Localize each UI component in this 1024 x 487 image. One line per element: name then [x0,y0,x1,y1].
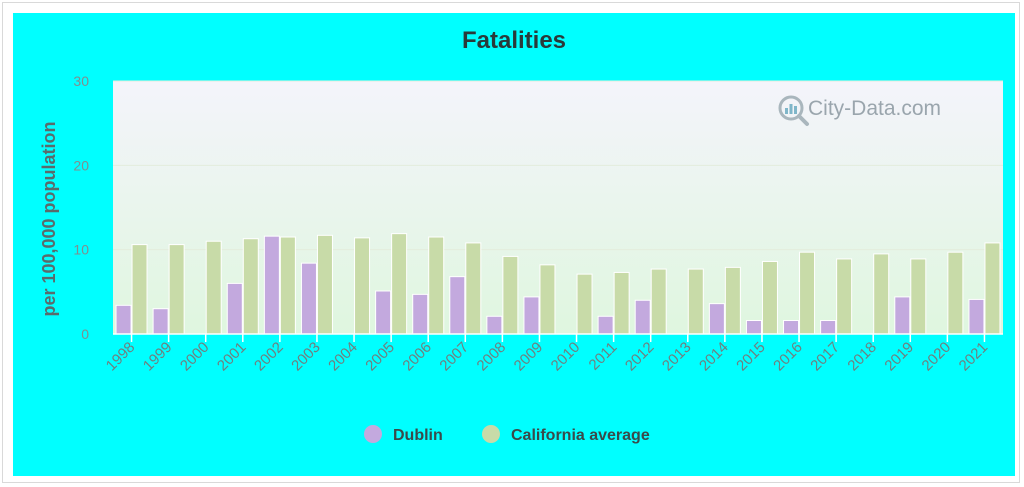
bar-dublin[interactable] [708,303,725,335]
x-tick-label: 2021 [956,339,992,375]
x-tick-label: 2004 [325,339,361,375]
plot-area [113,81,1003,334]
y-tick-label: 10 [73,242,89,258]
x-tick-label: 2014 [696,339,732,375]
magnifier-chart-icon [778,95,809,126]
bar-california-average[interactable] [984,242,1001,335]
x-tick-label: 2007 [436,339,472,375]
bar-dublin[interactable] [523,296,540,335]
legend-label: Dublin [393,427,443,444]
bar-california-average[interactable] [279,236,296,335]
bar-dublin[interactable] [783,320,800,335]
chart-title: Fatalities [462,27,566,54]
x-tick-label: 2013 [659,339,695,375]
bar-dublin[interactable] [115,304,132,335]
bar-dublin[interactable] [412,293,429,335]
y-axis-label: per 100,000 population [39,121,59,316]
bar-california-average[interactable] [761,260,778,335]
bar-california-average[interactable] [131,244,148,335]
x-tick-label: 2012 [622,339,658,375]
x-tick-label: 2000 [177,339,213,375]
fatalities-chart: Fatalities per 100,000 population City-D… [39,27,1003,444]
watermark-text: City-Data.com [808,97,941,120]
x-tick-label: 2016 [770,339,806,375]
y-tick-label: 0 [81,326,89,342]
x-tick-label: 2020 [919,339,955,375]
y-tick-label: 20 [73,157,89,173]
bar-dublin[interactable] [968,298,985,335]
bar-dublin[interactable] [152,308,169,335]
chart-panel: Fatalities per 100,000 population City-D… [13,13,1015,476]
x-tick-label: 2002 [251,339,287,375]
bar-dublin[interactable] [634,299,651,335]
legend-item-california-average[interactable]: California average [482,425,650,444]
x-tick-label: 2018 [844,339,880,375]
bar-california-average[interactable] [613,271,630,335]
bar-california-average[interactable] [465,242,482,335]
x-tick-label: 1999 [140,339,176,375]
bar-california-average[interactable] [354,237,371,335]
x-tick-label: 2010 [548,339,584,375]
legend-swatch [482,425,500,443]
x-tick-label: 1998 [103,339,139,375]
x-tick-label: 2008 [474,339,510,375]
bar-dublin[interactable] [894,296,911,335]
bar-california-average[interactable] [205,240,222,335]
x-tick-label: 2006 [399,339,435,375]
bar-california-average[interactable] [687,268,704,335]
bar-dublin[interactable] [449,276,466,335]
bar-california-average[interactable] [502,255,519,335]
legend-item-dublin[interactable]: Dublin [364,425,443,444]
x-tick-label: 2015 [733,339,769,375]
bar-california-average[interactable] [168,244,185,335]
bar-dublin[interactable] [300,262,317,335]
x-tick-label: 2011 [586,339,621,374]
bar-dublin[interactable] [486,315,503,335]
y-tick-label: 30 [73,73,89,89]
bar-california-average[interactable] [316,234,333,335]
bar-california-average[interactable] [391,233,408,335]
bar-california-average[interactable] [576,273,593,335]
bar-dublin[interactable] [226,282,243,335]
x-tick-label: 2001 [214,339,250,375]
bar-california-average[interactable] [873,253,890,335]
legend-label: California average [511,427,650,444]
x-tick-label: 2017 [807,339,843,375]
watermark: City-Data.com [778,95,941,126]
x-tick-label: 2003 [288,339,324,375]
legend-swatch [364,425,382,443]
bar-california-average[interactable] [910,258,927,335]
bar-california-average[interactable] [947,251,964,335]
x-tick-label: 2019 [881,339,917,375]
bar-california-average[interactable] [242,238,259,335]
bar-california-average[interactable] [539,264,556,335]
bar-dublin[interactable] [263,235,280,335]
bar-dublin[interactable] [597,315,614,335]
bar-california-average[interactable] [724,266,741,335]
bar-dublin[interactable] [745,320,762,335]
bar-california-average[interactable] [650,268,667,335]
bar-dublin[interactable] [375,290,392,335]
bar-california-average[interactable] [836,258,853,335]
x-tick-label: 2009 [511,339,547,375]
bar-dublin[interactable] [820,320,837,335]
bar-california-average[interactable] [428,236,445,335]
bar-california-average[interactable] [799,251,816,335]
x-tick-label: 2005 [362,339,398,375]
